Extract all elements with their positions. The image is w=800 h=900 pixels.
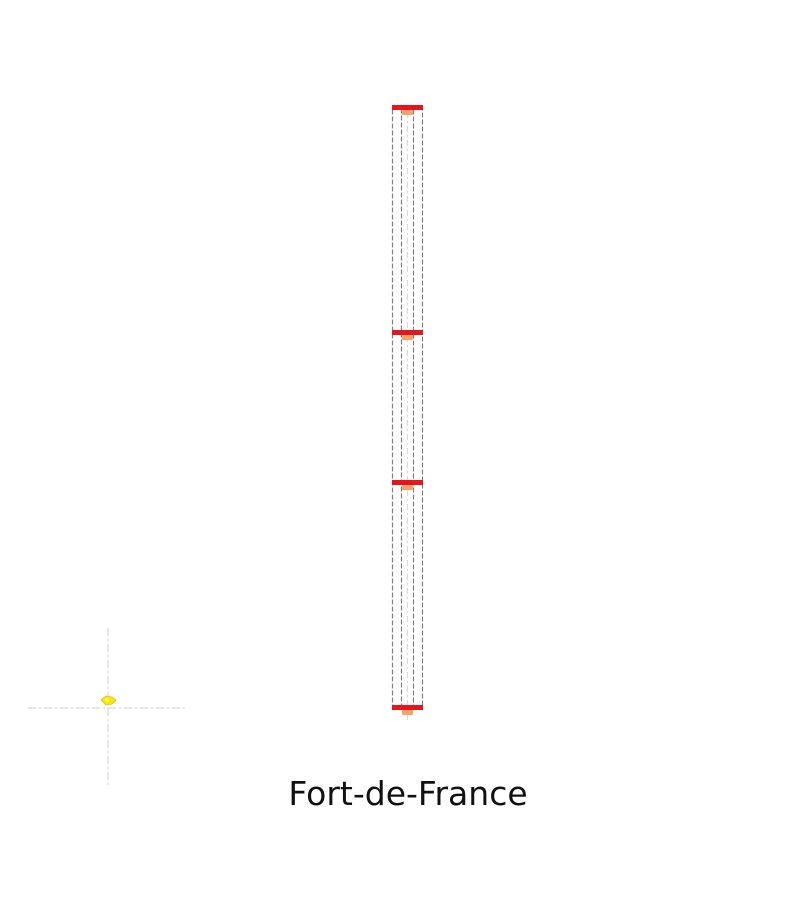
level-marker-upper (392, 330, 423, 340)
level-marker-bottom (392, 705, 423, 715)
level-marker-middle (392, 480, 423, 490)
column-structure (391, 106, 424, 722)
location-caption: Fort-de-France (288, 774, 528, 813)
yellow-pin-icon (100, 695, 117, 706)
level-marker-top (392, 105, 423, 115)
origin-crosshair (28, 628, 188, 788)
